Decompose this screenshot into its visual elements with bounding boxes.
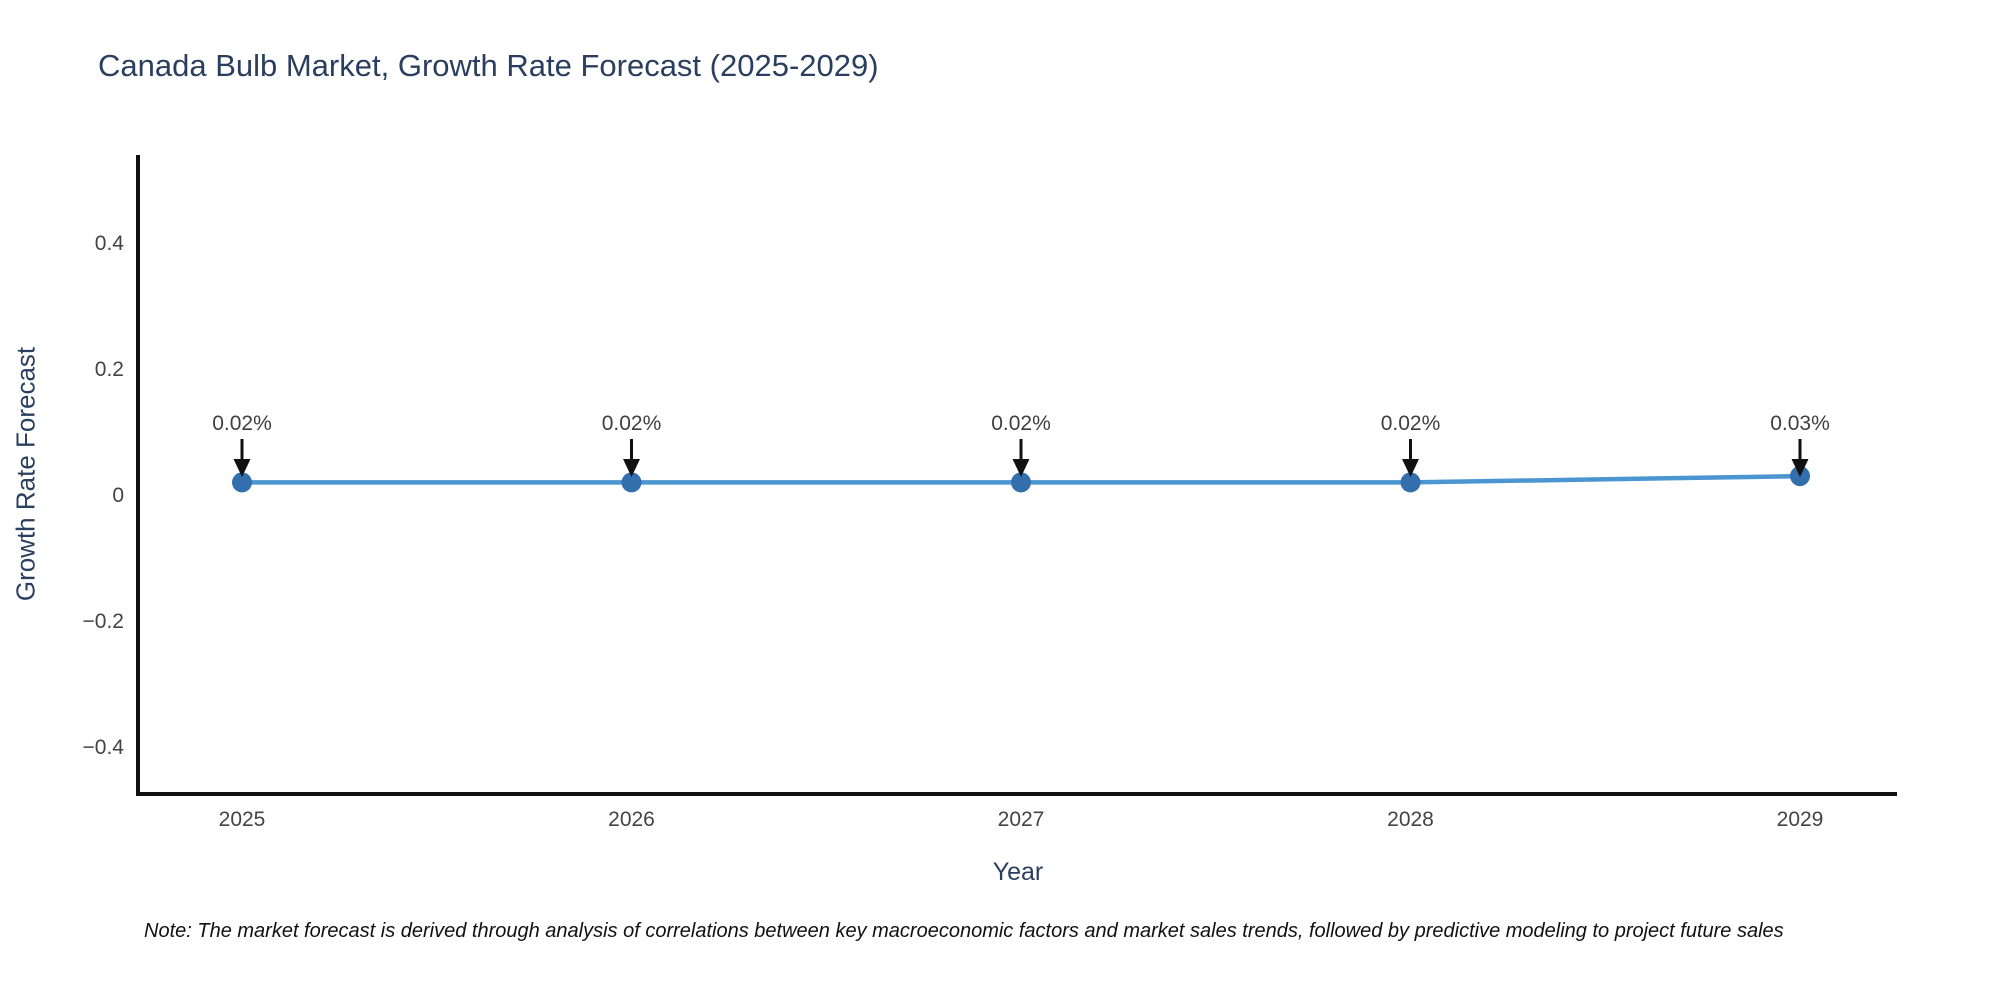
x-tick-label: 2025 — [219, 808, 266, 831]
annotation-label: 0.03% — [1770, 412, 1830, 435]
x-tick-label: 2026 — [608, 808, 655, 831]
y-tick-label: −0.4 — [83, 736, 125, 759]
footnote: Note: The market forecast is derived thr… — [144, 920, 1784, 942]
data-point-marker — [1400, 472, 1421, 493]
annotation-arrowhead — [623, 459, 640, 477]
data-point-marker — [232, 472, 252, 493]
y-tick-label: 0.4 — [95, 232, 125, 255]
annotation-label: 0.02% — [991, 412, 1051, 435]
y-tick-label: 0 — [112, 484, 124, 507]
annotation-arrowhead — [1402, 459, 1419, 477]
chart-title: Canada Bulb Market, Growth Rate Forecast… — [98, 48, 879, 83]
y-tick-label: 0.2 — [95, 358, 124, 381]
annotation-arrowhead — [1012, 459, 1030, 477]
annotation-label: 0.02% — [602, 412, 662, 435]
y-tick-label: −0.2 — [83, 610, 124, 633]
annotation-arrowhead — [233, 459, 251, 477]
x-tick-label: 2029 — [1777, 808, 1824, 831]
x-axis-title: Year — [992, 858, 1044, 886]
annotation-label: 0.02% — [212, 412, 272, 435]
annotation-arrowhead — [1791, 459, 1809, 477]
axis-lines — [136, 155, 1897, 796]
annotation-label: 0.02% — [1381, 412, 1441, 435]
x-tick-label: 2028 — [1387, 808, 1434, 831]
data-point-marker — [621, 472, 642, 493]
x-tick-label: 2027 — [998, 808, 1045, 831]
data-point-marker — [1011, 472, 1031, 493]
